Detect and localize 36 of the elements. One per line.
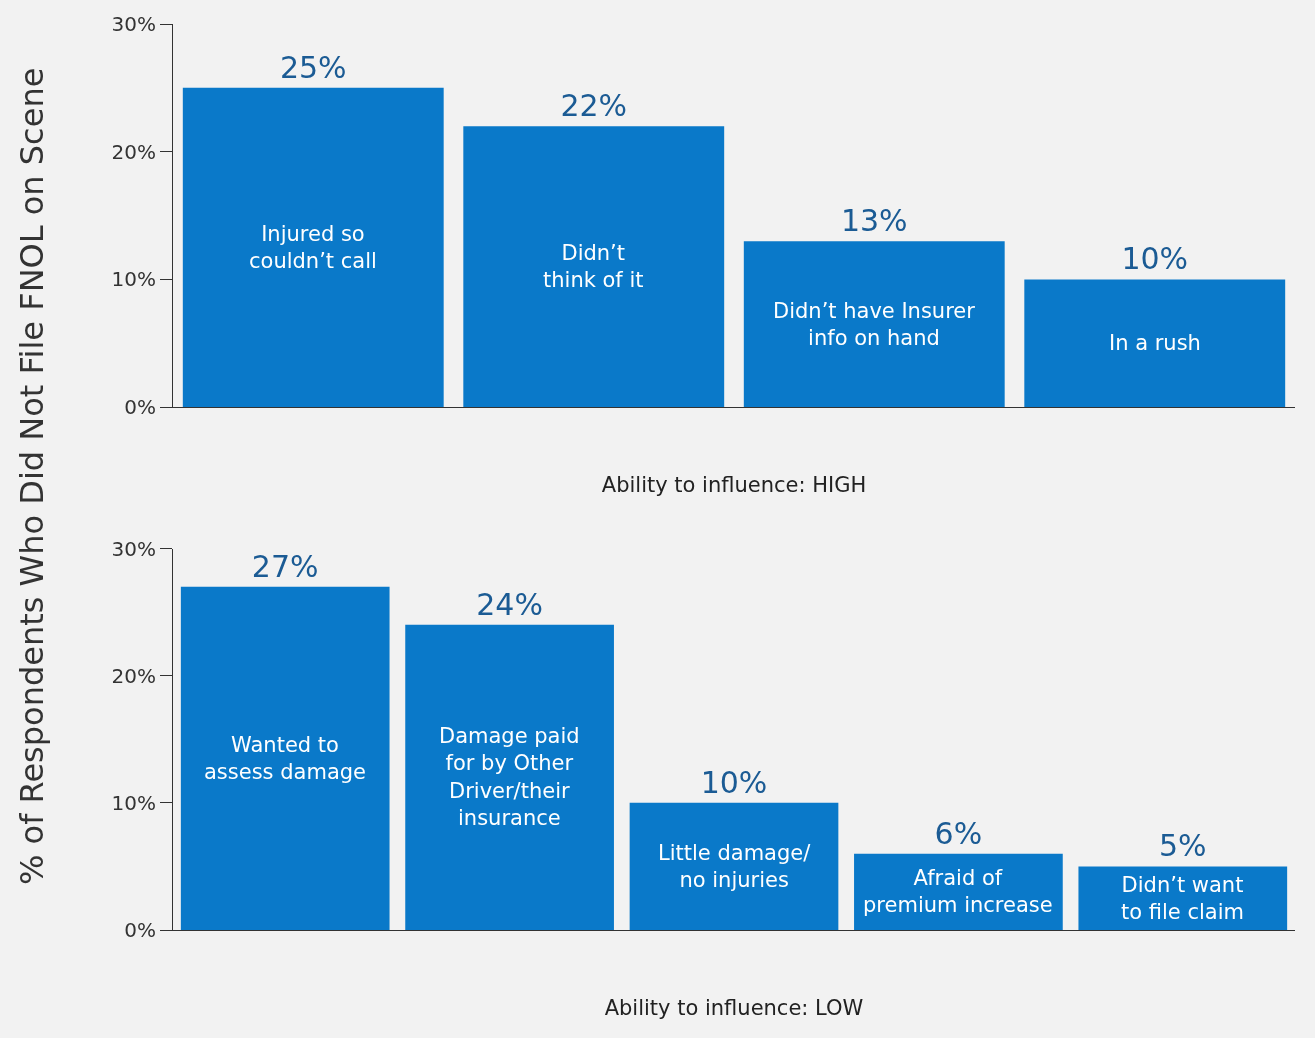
data-label: 10% [700,764,768,800]
y-tick-label: 30% [111,536,156,561]
x-tick-label: Little damage/ no injuries [658,841,812,893]
category-label: Didn’t have Insurer info on hand [773,299,975,351]
data-label: 25% [279,49,347,85]
bar [629,802,839,930]
x-tick-label: Wanted to assess damage [204,733,367,785]
bar [463,126,725,408]
data-label: 22% [560,88,628,124]
category-label: Didn’t think of it [543,241,644,293]
bar [180,586,390,930]
y-axis-title: % of Respondents Who Did Not File FNOL on Scene [13,67,51,885]
data-label: 24% [476,586,543,622]
data-label: 6% [934,815,983,851]
category-label: In a rush [1109,331,1201,355]
y-tick-label: 10% [111,790,156,815]
y-tick-label: 30% [111,12,156,36]
x-tick-label: Didn’t want to file claim [1121,873,1244,925]
x-tick-label: Damage paid for by Other Driver/their insurance [439,724,580,830]
y-tick-label: 20% [111,139,156,164]
bar [1024,279,1286,408]
bar [182,87,444,408]
x-tick-label: Afraid of premium increase [863,866,1053,918]
x-axis-title: Ability to influence: LOW [604,996,864,1021]
x-axis-title: Ability to influence: HIGH [601,473,867,498]
y-tick-label: 0% [124,918,156,942]
data-label: 5% [1159,828,1207,864]
data-label: 27% [251,548,319,584]
y-tick-label: 0% [124,395,156,420]
data-label: 10% [1121,241,1189,277]
bar [405,624,614,930]
data-label: 13% [840,203,908,239]
category-label: Injured so couldn’t call [249,222,377,274]
bar [743,241,1005,408]
y-tick-label: 10% [111,267,156,292]
y-tick-label: 20% [111,663,156,688]
